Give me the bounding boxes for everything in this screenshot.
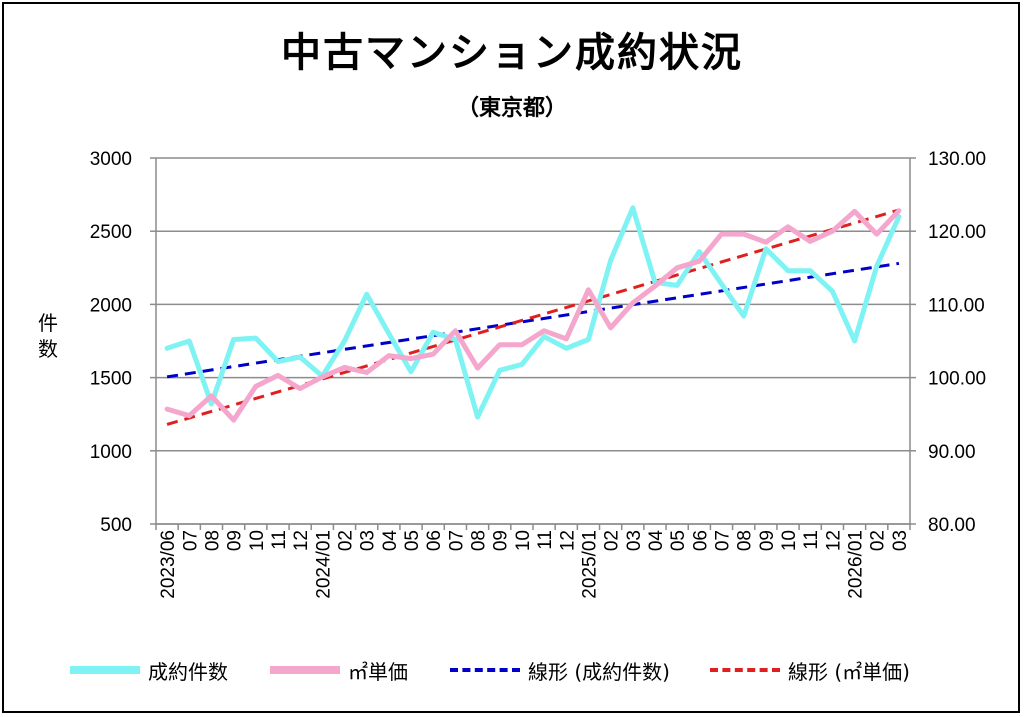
x-tick-label: 10 bbox=[779, 530, 800, 551]
chart-subtitle: （東京都） bbox=[456, 96, 567, 121]
y-axis-title-char: 数 bbox=[38, 337, 58, 361]
x-tick-label: 02 bbox=[602, 530, 623, 551]
legend-label-trend-contracts: 線形 (成約件数) bbox=[528, 659, 670, 684]
x-tick-label: 03 bbox=[358, 530, 379, 551]
y-right-tick-label: 130.00 bbox=[928, 149, 986, 170]
legend-label-contracts: 成約件数 bbox=[148, 659, 228, 684]
y-left-tick-label: 1500 bbox=[90, 369, 132, 390]
x-tick-label: 03 bbox=[890, 530, 911, 551]
x-tick-label: 09 bbox=[491, 530, 512, 551]
x-tick-label: 11 bbox=[269, 530, 290, 550]
y-right-tick-label: 100.00 bbox=[928, 369, 986, 390]
x-tick-label: 02 bbox=[336, 530, 357, 551]
x-tick-label: 05 bbox=[668, 530, 689, 551]
x-tick-label: 08 bbox=[735, 530, 756, 551]
x-tick-label: 07 bbox=[180, 530, 201, 551]
x-tick-label: 04 bbox=[646, 530, 667, 552]
y-right-tick-label: 80.00 bbox=[928, 515, 976, 536]
legend-swatch-trend-unit-price bbox=[710, 668, 780, 672]
y-right-tick-label: 90.00 bbox=[928, 442, 976, 463]
legend-swatch-contracts bbox=[70, 666, 140, 674]
x-tick-label: 2026/01 bbox=[846, 530, 867, 599]
x-tick-label: 10 bbox=[513, 530, 534, 551]
legend-item-trend-contracts: 線形 (成約件数) bbox=[450, 652, 670, 688]
legend-item-trend-unit-price: 線形 (㎡単価) bbox=[710, 652, 910, 688]
chart-title: 中古マンション成約状況 bbox=[281, 30, 743, 76]
legend-item-contracts: 成約件数 bbox=[70, 652, 228, 688]
y-left-tick-label: 2500 bbox=[90, 222, 132, 243]
chart-legend: 成約件数 ㎡単価 線形 (成約件数) 線形 (㎡単価) bbox=[40, 652, 1000, 692]
series-line-unit-price bbox=[164, 208, 902, 423]
x-tick-label: 09 bbox=[757, 530, 778, 551]
y-right-tick-label: 110.00 bbox=[928, 295, 985, 316]
x-tick-label: 09 bbox=[225, 530, 246, 551]
x-tick-label: 2025/01 bbox=[579, 530, 600, 599]
chart-plot: 500 1000 1500 2000 2500 3000 80.00 90.00 100.00 1… bbox=[38, 149, 986, 599]
legend-item-unit-price: ㎡単価 bbox=[270, 652, 408, 688]
y-left-tick-label: 2000 bbox=[90, 295, 132, 316]
y-right-tick-label: 120.00 bbox=[928, 222, 986, 243]
x-tick-label: 07 bbox=[446, 530, 467, 551]
x-tick-label: 02 bbox=[868, 530, 889, 551]
x-tick-label: 05 bbox=[402, 530, 423, 551]
x-tick-label: 12 bbox=[557, 530, 578, 551]
y-left-tick-label: 3000 bbox=[90, 149, 132, 170]
trendline-unit-price bbox=[166, 208, 900, 426]
x-tick-label: 10 bbox=[247, 530, 268, 551]
x-tick-label: 03 bbox=[624, 530, 645, 551]
x-tick-label: 12 bbox=[823, 530, 844, 551]
trendline-contracts bbox=[166, 261, 900, 379]
x-tick-label: 08 bbox=[202, 530, 223, 551]
x-tick-label: 07 bbox=[713, 530, 734, 551]
x-tick-label: 12 bbox=[291, 530, 312, 551]
y-left-tick-label: 1000 bbox=[90, 442, 132, 463]
x-tick-label: 04 bbox=[380, 530, 401, 552]
x-tick-label: 11 bbox=[535, 530, 556, 550]
x-tick-label: 06 bbox=[424, 530, 445, 551]
legend-label-unit-price: ㎡単価 bbox=[348, 659, 408, 684]
legend-label-trend-unit-price: 線形 (㎡単価) bbox=[788, 659, 910, 684]
legend-swatch-unit-price bbox=[270, 666, 340, 674]
x-tick-label: 11 bbox=[801, 530, 822, 550]
x-tick-label: 06 bbox=[690, 530, 711, 551]
y-axis-title-char: 件 bbox=[38, 311, 58, 335]
y-left-tick-label: 500 bbox=[100, 515, 132, 536]
x-tick-label: 08 bbox=[469, 530, 490, 551]
legend-swatch-trend-contracts bbox=[450, 668, 520, 672]
x-tick-label: 2023/06 bbox=[158, 530, 179, 599]
x-tick-label: 2024/01 bbox=[313, 530, 334, 599]
series-line-contracts bbox=[164, 205, 902, 420]
